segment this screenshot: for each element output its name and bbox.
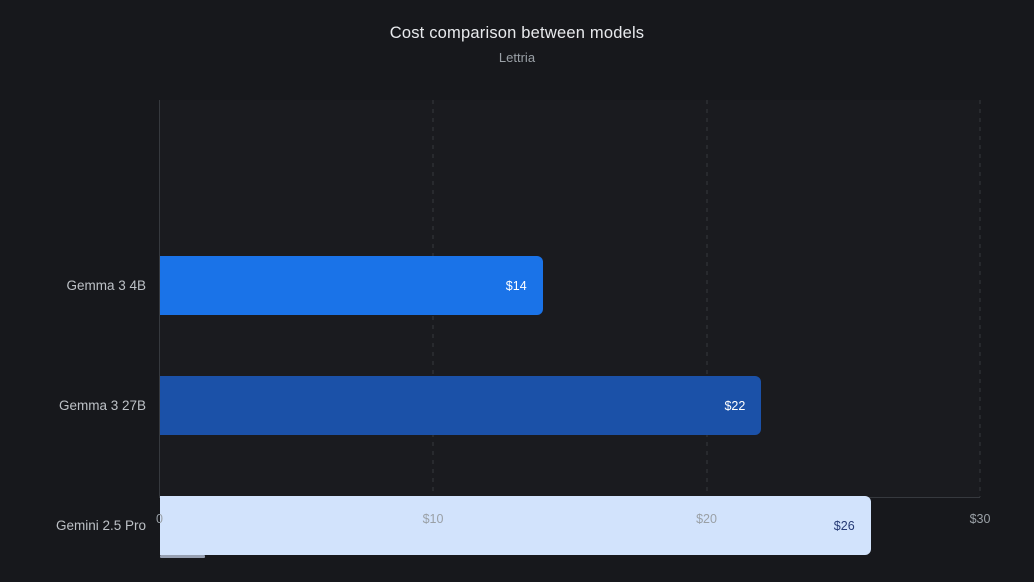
bar-value-label: $22 [724,398,746,413]
bar-row-gemma-3-4b: Gemma 3 4B $14 [0,256,1034,315]
category-label: Gemini 2.5 Pro [55,518,146,533]
chart-area: Gemma 3 4B $14 Gemma 3 27B $22 Gemini 2.… [0,100,1034,558]
bar-gemma-3-4b: $14 [160,256,543,315]
x-tick-30: $30 [969,512,991,526]
x-tick-0: 0 [156,512,163,526]
bar-row-gemini-2-5-pro: Gemini 2.5 Pro $26 [0,496,1034,555]
chart-subtitle: Lettria [498,50,536,65]
x-tick-10: $10 [422,512,444,526]
bar-value-label: $26 [833,518,855,533]
bar-row-gemma-3-27b: Gemma 3 27B $22 [0,376,1034,435]
category-label: Gemma 3 27B [58,398,146,413]
gridline-20 [706,100,708,497]
bar-track: $14 [160,256,980,315]
category-label: Gemma 3 4B [66,278,146,293]
bar-gemini-2-5-pro: $26 [160,496,871,555]
chart-title: Cost comparison between models [389,24,645,42]
bar-track: $22 [160,376,980,435]
gridline-30 [979,100,981,497]
bar-gemma-3-27b: $22 [160,376,762,435]
bar-track: $26 [160,496,980,555]
x-tick-20: $20 [696,512,717,526]
partial-bar-strip [160,555,205,558]
x-axis: 0 $10 $20 $30 [0,498,1034,528]
bar-value-label: $14 [505,278,527,293]
